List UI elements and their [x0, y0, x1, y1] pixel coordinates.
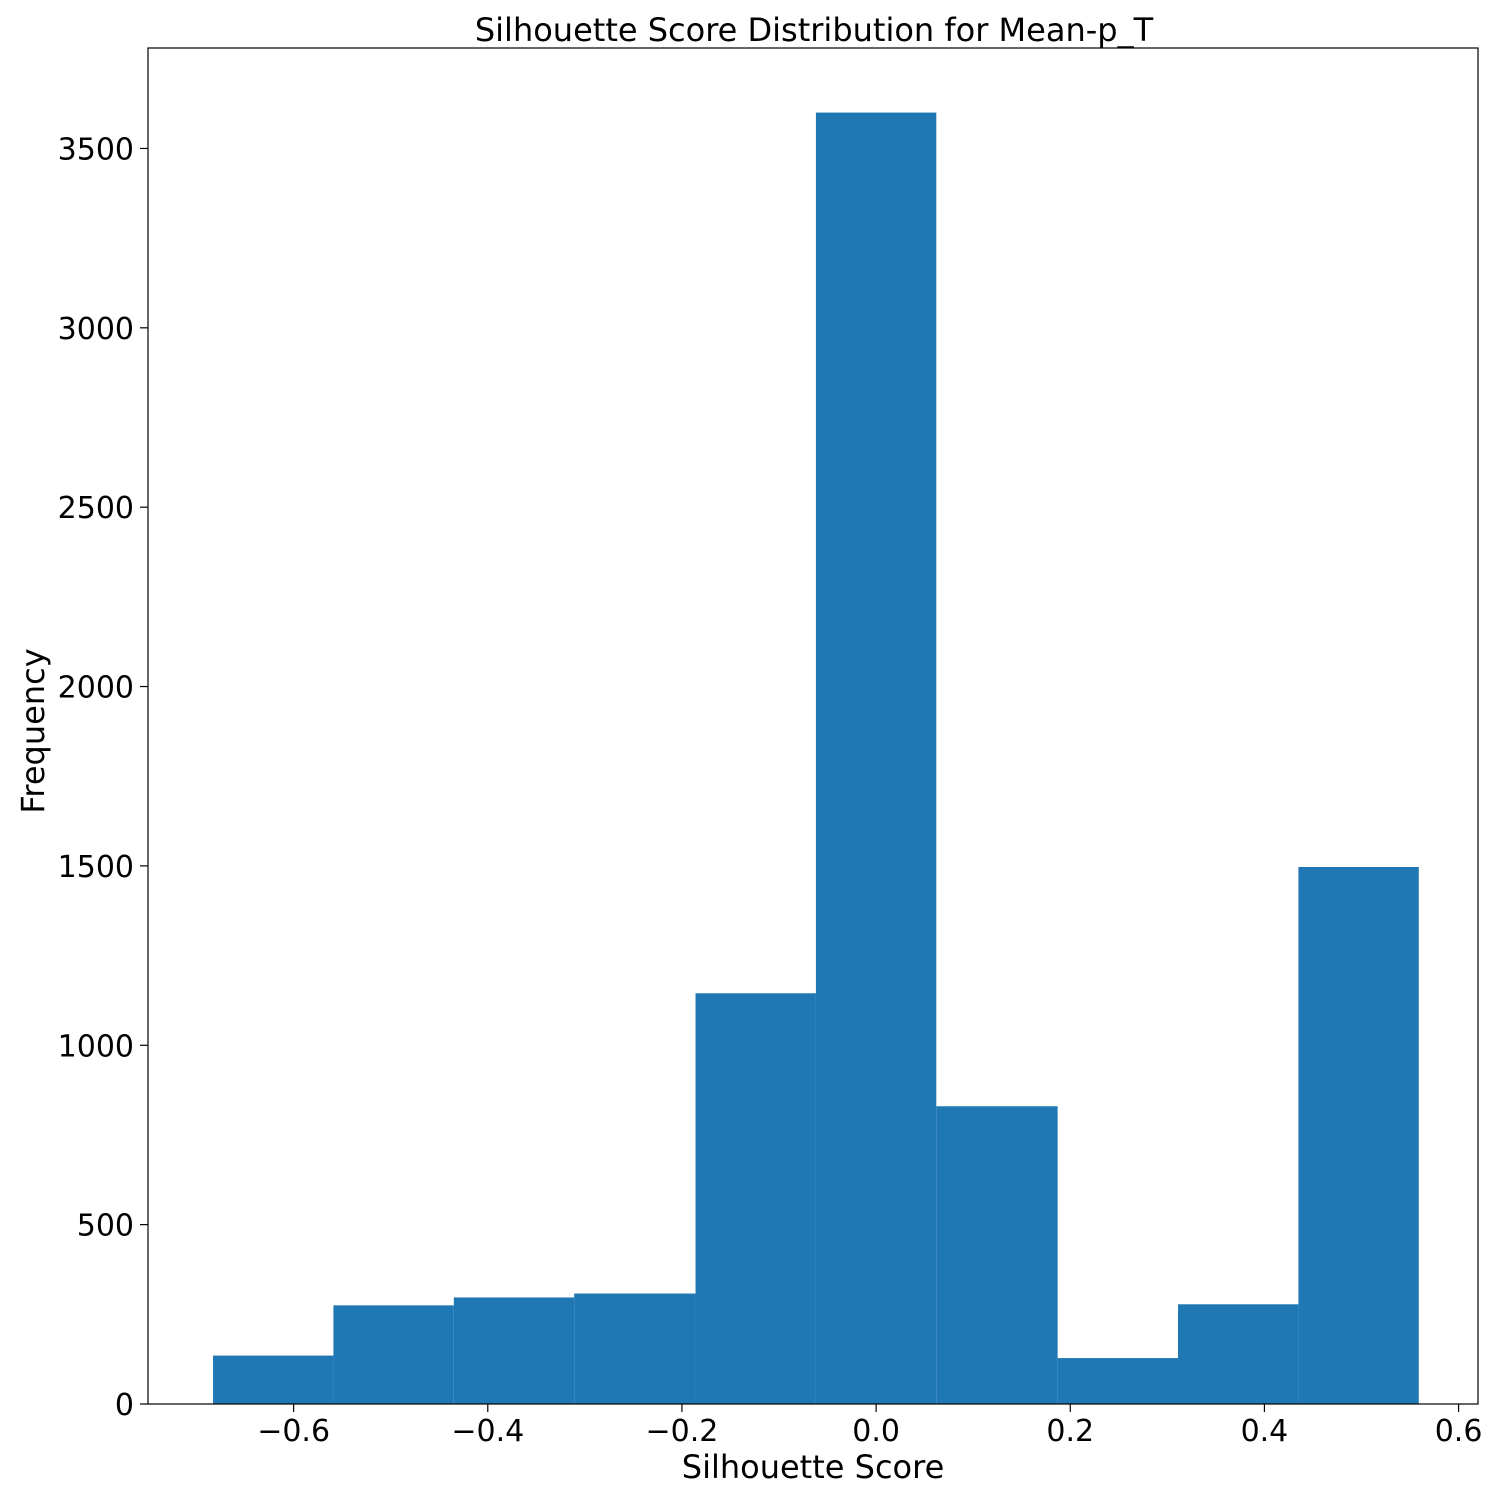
y-tick-label-2: 1000 [58, 1029, 134, 1064]
histogram-bar-5 [815, 112, 937, 1405]
x-axis-label: Silhouette Score [682, 1448, 945, 1486]
y-tick-label-0: 0 [115, 1388, 134, 1423]
y-axis-label: Frequency [14, 648, 52, 813]
y-tick-label-5: 2500 [58, 491, 134, 526]
histogram-bars [213, 112, 1419, 1405]
x-axis-ticks: −0.6 −0.4 −0.2 0.0 0.2 0.4 0.6 [257, 1404, 1482, 1449]
plot-frame [147, 47, 1479, 1405]
x-tick-label-4: 0.2 [1046, 1414, 1094, 1449]
y-tick-label-1: 500 [77, 1209, 134, 1244]
histogram-bar-0 [213, 1355, 334, 1404]
histogram-bar-7 [1057, 1358, 1179, 1404]
y-tick-label-6: 3000 [58, 312, 134, 347]
x-tick-label-0: −0.6 [257, 1414, 330, 1449]
histogram-bar-8 [1178, 1304, 1299, 1404]
x-tick-label-6: 0.6 [1435, 1414, 1483, 1449]
x-tick-label-5: 0.4 [1241, 1414, 1289, 1449]
y-tick-label-7: 3500 [58, 132, 134, 167]
y-axis-ticks: 0 500 1000 1500 2000 2500 3000 3500 [58, 132, 148, 1423]
histogram-bar-9 [1298, 866, 1419, 1404]
y-tick-label-4: 2000 [58, 671, 134, 706]
x-tick-label-1: −0.4 [451, 1414, 524, 1449]
x-tick-label-3: 0.0 [852, 1414, 900, 1449]
x-tick-label-2: −0.2 [646, 1414, 719, 1449]
histogram-bar-3 [574, 1293, 696, 1404]
y-tick-label-3: 1500 [58, 850, 134, 885]
histogram-bar-6 [936, 1106, 1058, 1404]
histogram-bar-2 [453, 1297, 575, 1404]
chart-title: Silhouette Score Distribution for Mean-p… [475, 11, 1154, 49]
histogram-bar-1 [333, 1305, 454, 1404]
histogram-bar-4 [695, 993, 816, 1404]
